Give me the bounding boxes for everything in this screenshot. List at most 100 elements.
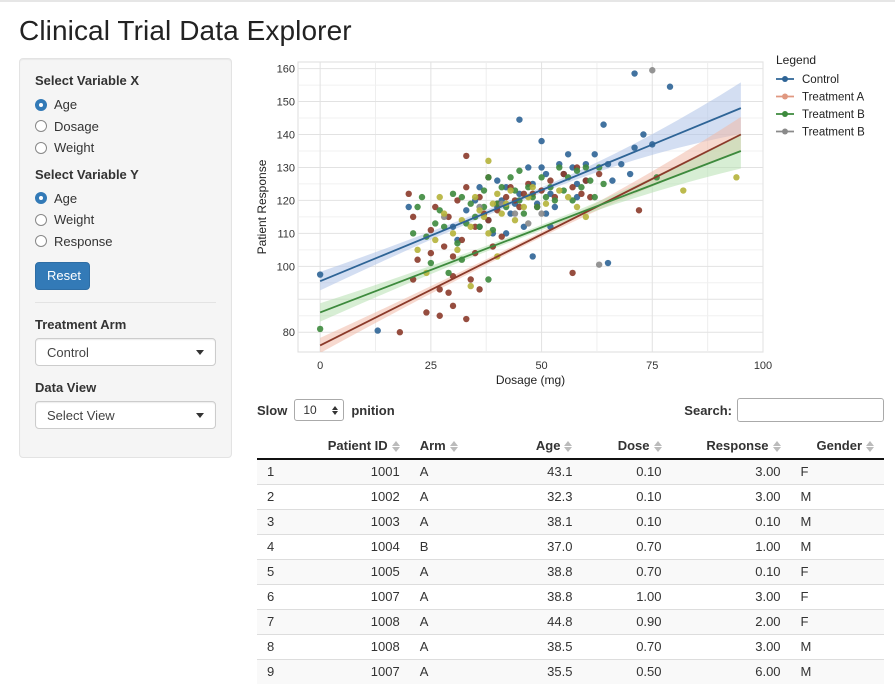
data-point (511, 216, 519, 224)
data-point (609, 177, 616, 184)
data-point (569, 164, 576, 171)
table-row[interactable]: 7 1008 A 44.8 0.90 2.00 F (257, 608, 884, 634)
y-tick-label: 120 (277, 195, 295, 207)
table-row[interactable]: 8 1008 A 38.5 0.70 3.00 M (257, 633, 884, 659)
column-header-patient-id[interactable]: Patient ID (317, 432, 410, 460)
data-point (560, 170, 567, 178)
var-x-option-dosage[interactable]: Dosage (35, 116, 216, 138)
data-point (485, 230, 492, 237)
data-point (591, 151, 598, 158)
data-point (467, 276, 474, 283)
data-point (649, 67, 656, 74)
table-row[interactable]: 5 1005 A 38.8 0.70 0.10 F (257, 558, 884, 584)
data-point (471, 223, 479, 230)
radio-icon[interactable] (35, 235, 47, 248)
search-input[interactable] (737, 398, 884, 422)
data-point (445, 289, 452, 296)
data-point (635, 207, 643, 214)
column-header-arm[interactable]: Arm (409, 432, 509, 460)
data-point (582, 177, 590, 184)
data-point (476, 184, 483, 191)
column-header-response[interactable]: Response (671, 432, 791, 460)
sort-icon[interactable] (449, 440, 458, 452)
table-cell: 3.00 (671, 583, 791, 609)
sort-icon[interactable] (564, 440, 573, 452)
sort-icon[interactable] (653, 440, 662, 452)
data-point (556, 187, 563, 194)
data-point (560, 187, 567, 194)
sort-icon[interactable] (866, 440, 874, 452)
table-row[interactable]: 4 1004 B 37.0 0.70 1.00 M (257, 533, 884, 559)
legend-swatch-dot (782, 111, 788, 117)
page-title: Clinical Trial Data Explorer (19, 15, 352, 46)
data-point (449, 253, 457, 260)
data-point (463, 152, 470, 160)
data-point (587, 193, 594, 201)
var-x-option-age[interactable]: Age (35, 94, 216, 116)
data-point (440, 223, 448, 230)
data-point (520, 223, 528, 230)
table-cell: F (790, 583, 884, 609)
data-point (502, 230, 510, 237)
var-y-option-weight[interactable]: Weight (35, 209, 216, 231)
data-point (463, 315, 470, 323)
var-x-option-label: Weight (54, 140, 95, 156)
table-row[interactable]: 1 1001 A 43.1 0.10 3.00 F (257, 458, 884, 484)
table-row[interactable]: 6 1007 A 38.8 1.00 3.00 F (257, 583, 884, 609)
legend-title: Legend (776, 53, 816, 67)
data-point (569, 197, 576, 204)
data-point (538, 137, 545, 145)
scatter-plot: 0 25 50 75 100 80 100 110 120 130 140 150 160 Dosage … (255, 53, 865, 387)
var-y-option-age[interactable]: Age (35, 188, 216, 210)
var-y-option-label: Age (54, 190, 78, 206)
var-y-option-response[interactable]: Response (35, 231, 216, 253)
data-point (604, 259, 612, 267)
column-header-label: Dose (617, 437, 650, 453)
page-length-value: 10 (303, 403, 317, 417)
radio-icon[interactable] (35, 192, 47, 205)
data-point (494, 190, 501, 198)
table-cell: 1003 (317, 508, 410, 534)
var-y-option-label: Response (54, 233, 113, 249)
table-cell: A (409, 458, 509, 484)
data-point (485, 157, 492, 165)
table-row[interactable]: 3 1003 A 38.1 0.10 0.10 M (257, 508, 884, 534)
table-cell: 4 (257, 533, 318, 559)
table-cell: 0.10 (671, 558, 791, 584)
radio-icon[interactable] (35, 120, 47, 133)
table-row[interactable]: 2 1002 A 32.3 0.10 3.00 M (257, 483, 884, 509)
sidebar-divider (35, 302, 216, 303)
table-cell: 38.8 (508, 558, 583, 584)
column-header-index[interactable] (257, 432, 318, 460)
column-header-dose[interactable]: Dose (582, 432, 672, 460)
data-point (582, 213, 590, 221)
data-point (542, 210, 550, 217)
column-header-gender[interactable]: Gender (790, 432, 884, 460)
data-point (516, 116, 523, 123)
radio-icon[interactable] (35, 141, 47, 154)
radio-icon[interactable] (35, 213, 47, 226)
reset-button[interactable]: Reset (35, 262, 90, 290)
data-point (600, 121, 607, 128)
chevron-down-icon (196, 412, 204, 418)
data-point (538, 174, 545, 181)
x-tick-label: 0 (317, 360, 323, 372)
table-row[interactable]: 9 1007 A 35.5 0.50 6.00 M (257, 658, 884, 684)
page-length-select[interactable]: 10 (294, 399, 345, 421)
data-view-select[interactable]: Select View (35, 401, 216, 429)
fit-line (319, 107, 742, 282)
table-cell: 1004 (317, 533, 410, 559)
data-point (547, 177, 554, 184)
sort-icon[interactable] (772, 440, 781, 452)
data-point (436, 312, 443, 319)
radio-icon[interactable] (35, 98, 47, 111)
table-cell: 9 (257, 658, 318, 684)
y-tick-label: 150 (277, 97, 295, 109)
var-x-option-weight[interactable]: Weight (35, 137, 216, 159)
column-header-age[interactable]: Age (508, 432, 583, 460)
treatment-arm-select[interactable]: Control (35, 338, 216, 366)
data-point (467, 200, 474, 207)
treatment-arm-value: Control (47, 344, 89, 360)
sort-icon[interactable] (391, 440, 400, 452)
data-point (494, 200, 501, 207)
